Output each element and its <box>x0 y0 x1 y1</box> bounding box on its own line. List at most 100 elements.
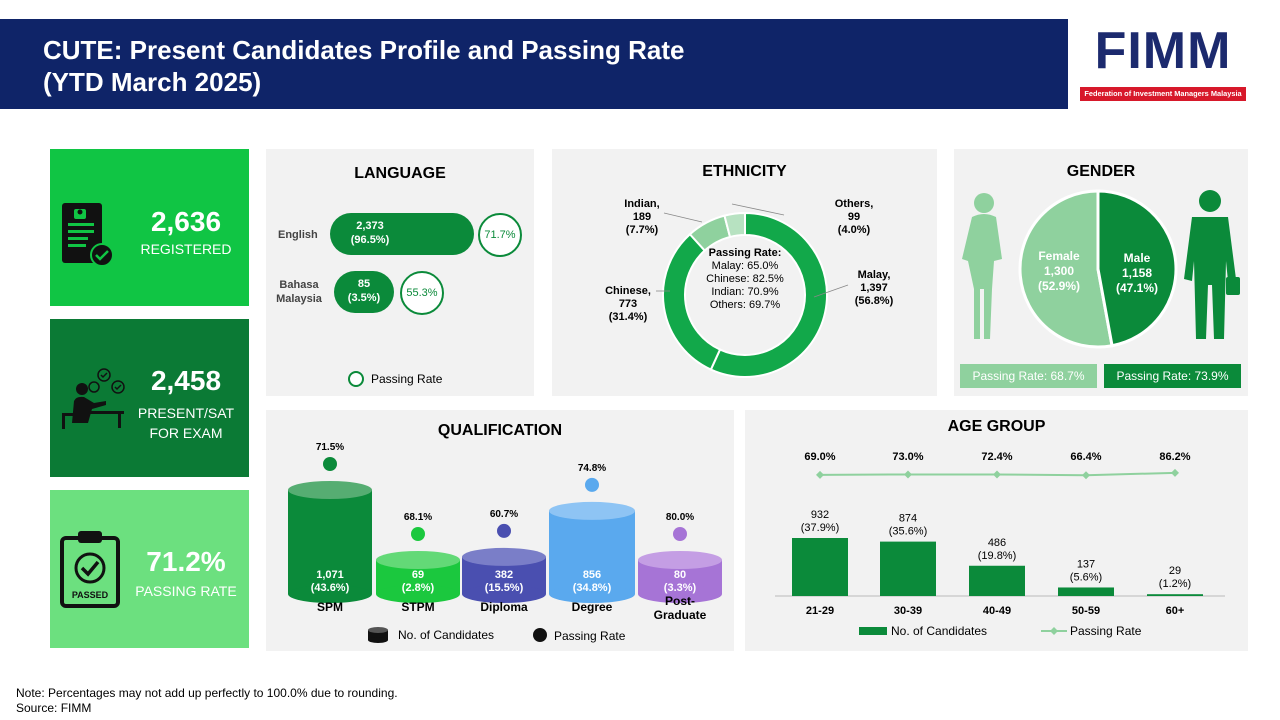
language-rate-bm: 55.3% <box>400 271 444 315</box>
logo-tagline: Federation of Investment Managers Malays… <box>1080 87 1246 101</box>
qualification-count-label: 80 <box>674 569 686 581</box>
language-label-english: English <box>278 229 318 241</box>
age-bar-40-49 <box>969 565 1025 596</box>
ethnicity-panel: ETHNICITY Passing Rate: Malay: 65.0% Chi… <box>552 149 937 396</box>
qualification-rate-dot <box>411 527 425 541</box>
page-subtitle: (YTD March 2025) <box>43 67 262 97</box>
gender-pie-chart <box>962 189 1240 349</box>
leader-line-malay <box>813 284 849 298</box>
gender-slice-male <box>1096 189 1178 348</box>
qualification-rate-label: 60.7% <box>490 509 518 520</box>
kpi-present-label-line1: PRESENT/SAT <box>137 405 235 421</box>
qualification-rate-dot <box>673 527 687 541</box>
age-bar-pct-label: (5.6%) <box>1070 571 1102 583</box>
qualification-rate-label: 80.0% <box>666 512 694 523</box>
language-pct-bm: (3.5%) <box>347 292 381 304</box>
leader-line-indian <box>663 212 703 223</box>
gender-rate-male: Passing Rate: 73.9% <box>1104 364 1241 388</box>
age-rate-marker <box>816 470 824 479</box>
passed-clipboard-icon: PASSED <box>60 531 120 608</box>
qualification-legend-dot <box>533 628 547 642</box>
age-bar-count-label: 486 <box>988 537 1006 549</box>
ethnicity-label-chinese: Chinese, 773 (31.4%) <box>605 285 651 323</box>
kpi-registered-label: REGISTERED <box>140 241 232 257</box>
registration-document-icon <box>62 203 114 267</box>
kpi-registered: 2,636 REGISTERED <box>50 149 249 306</box>
gender-label-male: Male 1,158 (47.1%) <box>1115 251 1159 295</box>
kpi-passing-rate: PASSED 71.2% PASSING RATE <box>50 490 249 648</box>
qualification-category-label-line1: Post- <box>665 594 695 608</box>
age-bar-pct-label: (37.9%) <box>801 522 840 534</box>
age-title: AGE GROUP <box>947 418 1046 435</box>
cylinder-top <box>462 547 546 566</box>
age-rate-label: 66.4% <box>1070 451 1101 463</box>
qualification-cylinder-4: 80.0% 80(3.3%)Post-Graduate <box>638 512 722 622</box>
qualification-cylinder-1: 68.1% 69(2.8%) STPM <box>376 512 460 614</box>
ethnicity-rate-chinese: Chinese: 82.5% <box>706 273 784 285</box>
qualification-category-label-line2: Graduate <box>654 608 707 622</box>
qualification-title: QUALIFICATION <box>437 422 563 439</box>
language-label-bm-line1: Bahasa <box>279 279 319 291</box>
age-bar-30-39 <box>880 541 936 596</box>
qualification-cylinder-0: 71.5% 1,071(43.6%) SPM <box>288 442 372 614</box>
age-legend-bar-swatch <box>859 627 887 635</box>
title-bar: CUTE: Present Candidates Profile and Pas… <box>0 19 1068 109</box>
age-rate-marker <box>1171 468 1179 477</box>
age-bar-count-label: 137 <box>1077 558 1095 570</box>
qualification-legend-candidates: No. of Candidates <box>398 628 495 642</box>
language-label-bm-line2: Malaysia <box>276 293 322 305</box>
language-count-bm: 85 <box>357 278 371 290</box>
cylinder-top <box>288 481 372 499</box>
qualification-cylinder-chart: 71.5% 1,071(43.6%) SPM 68.1% 69(2.8%) STPM 60.… <box>288 442 722 643</box>
qualification-count-label: 856 <box>583 569 601 581</box>
qualification-pct-label: (2.8%) <box>402 582 435 594</box>
ethnicity-label-indian: Indian, 189 (7.7%) <box>624 198 660 236</box>
kpi-passing-rate-label: PASSING RATE <box>135 583 237 599</box>
kpi-present-label-line2: FOR EXAM <box>149 425 223 441</box>
language-bar-bm: 85 (3.5%) <box>334 271 394 313</box>
qualification-pct-label: (15.5%) <box>485 582 524 594</box>
age-rate-label: 72.4% <box>981 451 1012 463</box>
qualification-count-label: 382 <box>495 569 513 581</box>
ethnicity-rate-others: Others: 69.7% <box>709 299 781 311</box>
qualification-rate-label: 68.1% <box>404 512 432 523</box>
age-category-label: 30-39 <box>894 605 922 617</box>
qualification-pct-label: (3.3%) <box>664 582 697 594</box>
footnote-source: Source: FIMM <box>16 701 92 715</box>
age-rate-label: 73.0% <box>892 451 923 463</box>
language-count-english: 2,373 <box>356 220 384 232</box>
cylinder-body <box>288 490 372 594</box>
qualification-panel: QUALIFICATION 71.5% 1,071 (43.6%) SPM 68.1% 6… <box>266 410 734 651</box>
gender-slice-female <box>1018 189 1114 349</box>
cylinder-top <box>549 501 635 520</box>
qualification-count-label: 1,071 <box>316 569 344 581</box>
cylinder-top <box>376 551 460 569</box>
female-silhouette-icon <box>962 193 1002 339</box>
qualification-category-label: Degree <box>572 600 613 614</box>
footnote-note: Note: Percentages may not add up perfect… <box>16 686 398 700</box>
fimm-logo: FIMM Federation of Investment Managers M… <box>1078 18 1248 102</box>
age-combo-chart: 932(37.9%) 21-29 874(35.6%) 30-39 486(19.8%)… <box>775 451 1225 635</box>
language-rate-english: 71.7% <box>478 213 522 257</box>
age-legend-rate: Passing Rate <box>1070 624 1142 638</box>
qualification-legend-cylinder-icon <box>368 627 388 643</box>
language-title: LANGUAGE <box>354 165 446 182</box>
kpi-registered-value: 2,636 <box>150 206 222 237</box>
qualification-legend-rate: Passing Rate <box>554 629 626 643</box>
age-rate-label: 86.2% <box>1159 451 1190 463</box>
qualification-category-label: Diploma <box>480 600 528 614</box>
ethnicity-center-title: Passing Rate: <box>708 247 782 259</box>
kpi-passing-rate-value: 71.2% <box>146 546 226 577</box>
age-category-label: 40-49 <box>983 605 1011 617</box>
cylinder-base <box>462 585 546 603</box>
passed-stamp-text: PASSED <box>72 590 109 600</box>
qualification-category-label: SPM <box>317 600 343 614</box>
age-category-label: 21-29 <box>806 605 834 617</box>
male-silhouette-icon <box>1184 190 1240 339</box>
language-pct-english: (96.5%) <box>350 234 390 246</box>
ethnicity-label-malay: Malay, 1,397 (56.8%) <box>854 269 894 307</box>
language-bar-english: 2,373 (96.5%) <box>330 213 474 255</box>
ethnicity-center-text: Passing Rate: Malay: 65.0% Chinese: 82.5… <box>692 247 798 312</box>
language-legend-label: Passing Rate <box>371 372 443 386</box>
qualification-rate-dot <box>585 477 599 492</box>
